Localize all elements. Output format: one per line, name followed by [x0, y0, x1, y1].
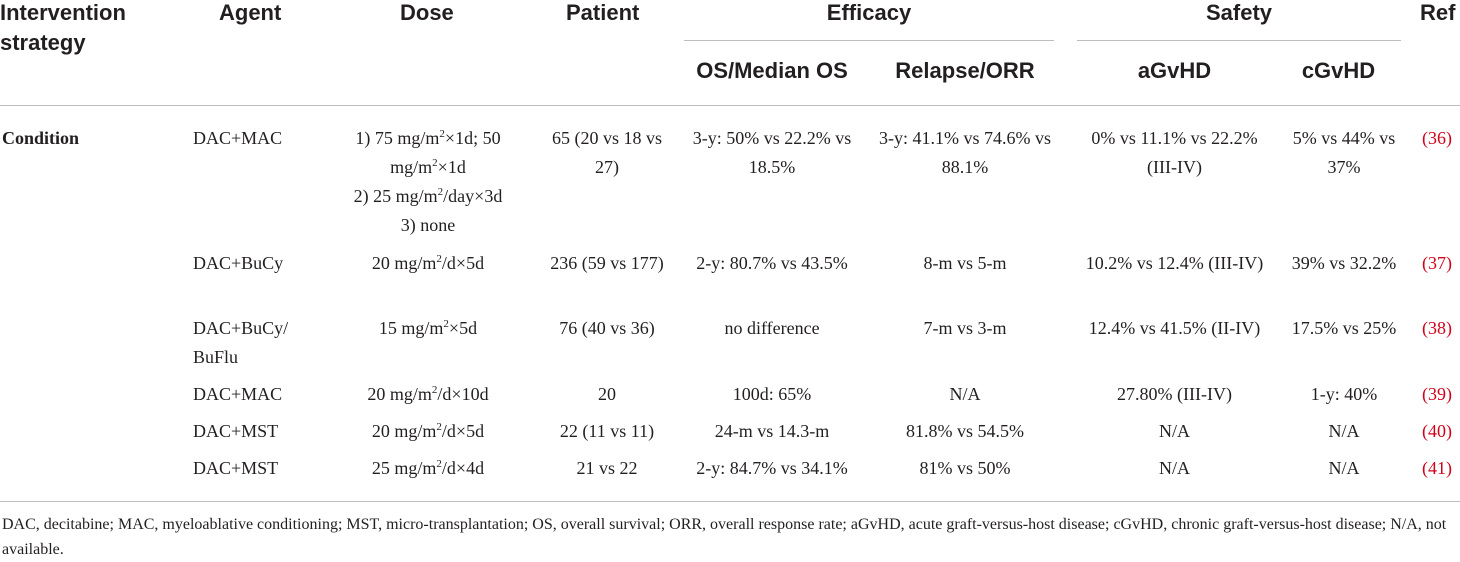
header-bottom-rule — [0, 105, 1460, 106]
row6-relapse: 81% vs 50% — [919, 458, 1011, 478]
header-relapse-orr: Relapse/ORR — [895, 58, 1035, 83]
row1-agent: DAC+MAC — [193, 128, 283, 148]
header-dose: Dose — [400, 0, 454, 25]
row6-cgvhd: N/A — [1328, 458, 1360, 478]
row4-relapse: N/A — [949, 384, 981, 404]
row2-os: 2-y: 80.7% vs 43.5% — [696, 253, 848, 273]
header-intervention-strategy: Intervention strategy — [0, 0, 126, 55]
row5-relapse: 81.8% vs 54.5% — [906, 421, 1024, 441]
table-bottom-rule — [0, 501, 1460, 502]
row3-cgvhd: 17.5% vs 25% — [1291, 318, 1397, 338]
row1-agvhd: 0% vs 11.1% vs 22.2% (III-IV) — [1091, 128, 1258, 177]
row4-agent: DAC+MAC — [193, 384, 283, 404]
row3-patient: 76 (40 vs 36) — [559, 318, 655, 338]
row3-agvhd: 12.4% vs 41.5% (II-IV) — [1088, 318, 1261, 338]
row3-ref[interactable]: (38) — [1422, 318, 1452, 338]
row6-agvhd: N/A — [1159, 458, 1190, 478]
row5-dose: 20 mg/m2/d×5d — [371, 421, 485, 441]
row5-os: 24-m vs 14.3-m — [714, 421, 830, 441]
row6-dose: 25 mg/m2/d×4d — [371, 458, 485, 478]
row5-ref[interactable]: (40) — [1422, 421, 1452, 441]
header-safety: Safety — [1205, 0, 1273, 25]
safety-group-rule — [1077, 40, 1401, 41]
row3-agent: DAC+BuCy/ BuFlu — [193, 318, 289, 367]
header-cgvhd: cGvHD — [1301, 58, 1376, 83]
row1-patient: 65 (20 vs 18 vs 27) — [551, 128, 662, 177]
row5-agvhd: N/A — [1159, 421, 1190, 441]
header-efficacy: Efficacy — [826, 0, 912, 25]
strategy-condition: Condition — [2, 128, 80, 148]
row2-agvhd: 10.2% vs 12.4% (III-IV) — [1085, 253, 1264, 273]
row3-os: no difference — [724, 318, 820, 338]
row2-agent: DAC+BuCy — [193, 253, 284, 273]
row2-cgvhd: 39% vs 32.2% — [1291, 253, 1397, 273]
row6-agent: DAC+MST — [193, 458, 279, 478]
header-os-median-os: OS/Median OS — [696, 58, 848, 83]
row2-ref[interactable]: (37) — [1422, 253, 1452, 273]
row5-patient: 22 (11 vs 11) — [559, 421, 655, 441]
row2-dose: 20 mg/m2/d×5d — [371, 253, 485, 273]
row3-dose: 15 mg/m2×5d — [378, 318, 478, 338]
row5-cgvhd: N/A — [1328, 421, 1360, 441]
header-patient: Patient — [566, 0, 640, 25]
row4-patient: 20 — [598, 384, 616, 404]
header-ref: Ref — [1420, 0, 1456, 25]
row6-os: 2-y: 84.7% vs 34.1% — [696, 458, 848, 478]
header-agvhd: aGvHD — [1137, 58, 1212, 83]
row4-ref[interactable]: (39) — [1422, 384, 1452, 404]
row1-dose: 1) 75 mg/m2×1d; 50 mg/m2×1d 2) 25 mg/m2/… — [353, 128, 503, 235]
row2-relapse: 8-m vs 5-m — [923, 253, 1007, 273]
header-agent: Agent — [219, 0, 282, 25]
row6-ref[interactable]: (41) — [1422, 458, 1452, 478]
row1-relapse: 3-y: 41.1% vs 74.6% vs 88.1% — [879, 128, 1051, 177]
table-footnote: DAC, decitabine; MAC, myeloablative cond… — [2, 516, 1447, 558]
row4-dose: 20 mg/m2/d×10d — [367, 384, 489, 404]
row1-os: 3-y: 50% vs 22.2% vs 18.5% — [692, 128, 852, 177]
row4-os: 100d: 65% — [732, 384, 812, 404]
row2-patient: 236 (59 vs 177) — [550, 253, 664, 273]
row6-patient: 21 vs 22 — [576, 458, 638, 478]
row1-cgvhd: 5% vs 44% vs 37% — [1292, 128, 1396, 177]
row3-relapse: 7-m vs 3-m — [923, 318, 1007, 338]
row4-agvhd: 27.80% (III-IV) — [1117, 384, 1232, 404]
efficacy-group-rule — [684, 40, 1054, 41]
row4-cgvhd: 1-y: 40% — [1310, 384, 1378, 404]
row5-agent: DAC+MST — [193, 421, 279, 441]
row1-ref[interactable]: (36) — [1422, 128, 1452, 148]
